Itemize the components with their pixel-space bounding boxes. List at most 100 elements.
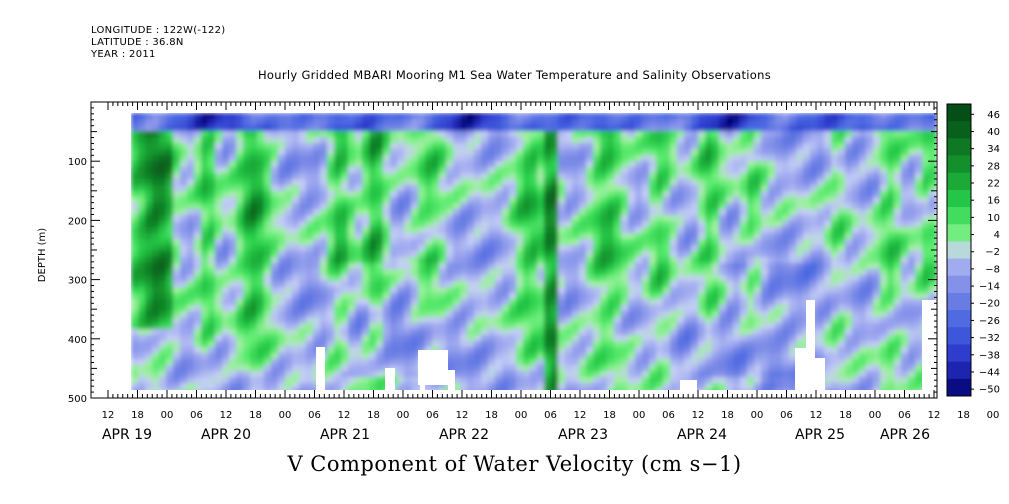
heatmap-cell	[572, 347, 580, 354]
heatmap-cell	[537, 365, 545, 372]
heatmap-cell	[845, 215, 853, 222]
heatmap-cell	[432, 155, 440, 162]
heatmap-cell	[271, 179, 279, 186]
heatmap-cell	[397, 167, 405, 174]
heatmap-cell	[201, 317, 209, 324]
heatmap-cell	[152, 119, 160, 126]
heatmap-cell	[810, 203, 818, 210]
heatmap-cell	[173, 113, 181, 120]
heatmap-cell	[201, 323, 209, 330]
heatmap-cell	[453, 209, 461, 216]
heatmap-cell	[817, 317, 825, 324]
heatmap-cell	[432, 257, 440, 264]
heatmap-cell	[628, 155, 636, 162]
heatmap-cell	[586, 173, 594, 180]
heatmap-cell	[887, 263, 895, 270]
heatmap-cell	[271, 197, 279, 204]
heatmap-cell	[726, 179, 734, 186]
heatmap-cell	[411, 335, 419, 342]
heatmap-cell	[768, 233, 776, 240]
heatmap-cell	[775, 203, 783, 210]
heatmap-cell	[726, 197, 734, 204]
heatmap-cell	[698, 275, 706, 282]
heatmap-cell	[502, 143, 510, 150]
heatmap-cell	[586, 281, 594, 288]
heatmap-cell	[313, 149, 321, 156]
heatmap-cell	[208, 197, 216, 204]
heatmap-cell	[859, 257, 867, 264]
heatmap-cell	[831, 311, 839, 318]
heatmap-cell	[712, 155, 720, 162]
heatmap-cell	[250, 287, 258, 294]
heatmap-cell	[432, 311, 440, 318]
heatmap-cell	[698, 347, 706, 354]
heatmap-cell	[145, 263, 153, 270]
heatmap-cell	[754, 311, 762, 318]
heatmap-cell	[537, 221, 545, 228]
heatmap-cell	[866, 167, 874, 174]
heatmap-cell	[222, 353, 230, 360]
heatmap-cell	[558, 263, 566, 270]
heatmap-cell	[915, 299, 923, 306]
heatmap-cell	[341, 329, 349, 336]
heatmap-cell	[201, 155, 209, 162]
heatmap-cell	[894, 143, 902, 150]
heatmap-cell	[705, 257, 713, 264]
heatmap-cell	[831, 359, 839, 366]
heatmap-cell	[922, 227, 930, 234]
heatmap-cell	[698, 173, 706, 180]
heatmap-cell	[236, 275, 244, 282]
heatmap-cell	[495, 227, 503, 234]
heatmap-cell	[152, 275, 160, 282]
heatmap-cell	[530, 221, 538, 228]
heatmap-cell	[684, 341, 692, 348]
heatmap-cell	[572, 155, 580, 162]
heatmap-cell	[558, 317, 566, 324]
heatmap-cell	[747, 239, 755, 246]
heatmap-cell	[404, 359, 412, 366]
heatmap-cell	[859, 227, 867, 234]
heatmap-cell	[131, 281, 139, 288]
heatmap-cell	[285, 281, 293, 288]
heatmap-cell	[180, 245, 188, 252]
heatmap-cell	[698, 197, 706, 204]
heatmap-cell	[831, 143, 839, 150]
heatmap-cell	[474, 215, 482, 222]
heatmap-cell	[474, 161, 482, 168]
heatmap-cell	[509, 239, 517, 246]
heatmap-cell	[565, 293, 573, 300]
heatmap-cell	[285, 173, 293, 180]
heatmap-cell	[460, 293, 468, 300]
heatmap-cell	[642, 257, 650, 264]
heatmap-cell	[138, 263, 146, 270]
heatmap-cell	[292, 311, 300, 318]
heatmap-cell	[152, 221, 160, 228]
heatmap-cell	[355, 209, 363, 216]
heatmap-cell	[306, 173, 314, 180]
heatmap-cell	[467, 251, 475, 258]
heatmap-cell	[327, 143, 335, 150]
heatmap-cell	[264, 287, 272, 294]
heatmap-cell	[810, 221, 818, 228]
heatmap-cell	[453, 149, 461, 156]
heatmap-cell	[264, 233, 272, 240]
heatmap-cell	[768, 335, 776, 342]
heatmap-cell	[551, 215, 559, 222]
heatmap-cell	[320, 221, 328, 228]
heatmap-cell	[460, 347, 468, 354]
heatmap-cell	[460, 287, 468, 294]
heatmap-cell	[516, 173, 524, 180]
heatmap-cell	[642, 155, 650, 162]
heatmap-cell	[509, 365, 517, 372]
heatmap-cell	[173, 221, 181, 228]
heatmap-cell	[201, 299, 209, 306]
heatmap-cell	[474, 293, 482, 300]
heatmap-cell	[495, 359, 503, 366]
heatmap-cell	[201, 221, 209, 228]
heatmap-cell	[740, 299, 748, 306]
heatmap-cell	[152, 239, 160, 246]
heatmap-cell	[439, 125, 447, 132]
heatmap-cell	[208, 251, 216, 258]
heatmap-cell	[621, 281, 629, 288]
heatmap-cell	[698, 137, 706, 144]
